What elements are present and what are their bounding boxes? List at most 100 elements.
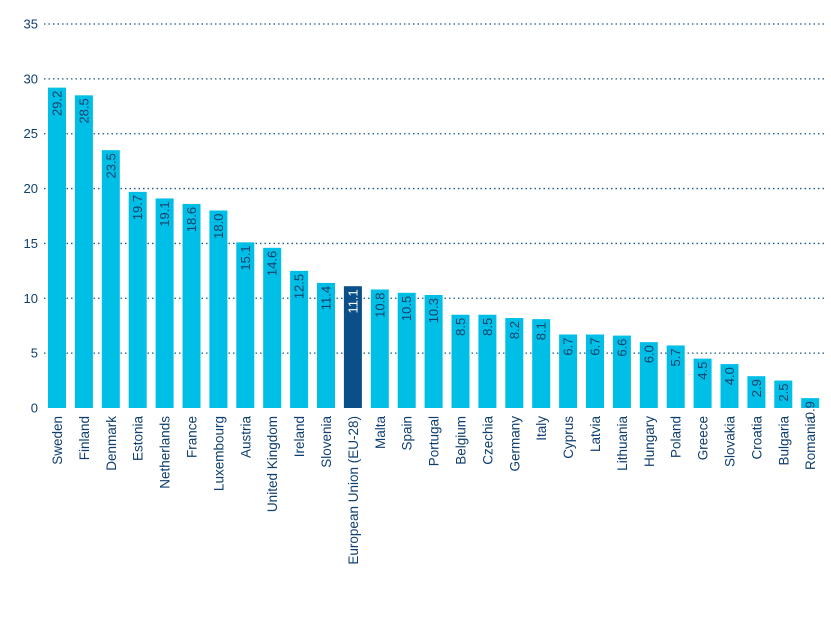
value-label: 6.7 bbox=[561, 337, 576, 355]
category-label: Malta bbox=[373, 416, 388, 450]
bar bbox=[343, 286, 362, 408]
value-label: 19.7 bbox=[130, 195, 145, 220]
value-label: 8.1 bbox=[534, 322, 549, 340]
bar bbox=[559, 334, 578, 408]
category-label: Czechia bbox=[480, 416, 495, 465]
bar bbox=[639, 342, 658, 408]
category-labels: Sweden Finland Denmark Estonia Netherlands Fr… bbox=[50, 416, 818, 565]
bar bbox=[693, 358, 712, 408]
value-label: 6.0 bbox=[641, 345, 656, 363]
bar bbox=[209, 210, 228, 408]
bar bbox=[397, 292, 416, 408]
bar bbox=[774, 380, 793, 408]
value-label: 4.5 bbox=[695, 362, 710, 380]
category-label: Sweden bbox=[50, 416, 65, 465]
bar bbox=[666, 345, 685, 408]
bar bbox=[290, 270, 309, 408]
bar bbox=[586, 334, 604, 408]
category-label: Croatia bbox=[749, 416, 764, 460]
category-label: United Kingdom bbox=[265, 416, 280, 512]
y-tick-label: 5 bbox=[31, 346, 38, 361]
category-label: Italy bbox=[534, 416, 549, 441]
y-tick-label: 30 bbox=[24, 71, 38, 86]
value-label: 12.5 bbox=[292, 274, 307, 299]
bar bbox=[101, 150, 120, 408]
y-axis-ticks: 0 5 10 15 20 25 30 35 bbox=[24, 17, 38, 416]
category-label: Bulgaria bbox=[776, 416, 791, 466]
bar bbox=[451, 314, 470, 408]
bar bbox=[74, 95, 93, 409]
value-label: 2.9 bbox=[749, 379, 764, 397]
category-label: Hungary bbox=[642, 416, 657, 467]
y-tick-label: 35 bbox=[24, 17, 38, 32]
category-label: Germany bbox=[507, 416, 522, 472]
bar bbox=[236, 242, 255, 408]
bar bbox=[182, 203, 201, 408]
value-label: 14.6 bbox=[265, 251, 280, 276]
bar bbox=[720, 364, 739, 408]
category-label: Denmark bbox=[104, 416, 119, 471]
value-label: 18.6 bbox=[184, 207, 199, 232]
bar bbox=[317, 282, 335, 408]
category-label: Slovenia bbox=[319, 416, 334, 468]
bar bbox=[155, 198, 174, 408]
bar bbox=[424, 294, 443, 408]
bars bbox=[48, 87, 820, 409]
category-label: Netherlands bbox=[158, 416, 173, 489]
bar bbox=[478, 314, 497, 408]
category-label: Estonia bbox=[131, 416, 146, 462]
value-label: 29.2 bbox=[50, 91, 65, 116]
category-label: European Union (EU-28) bbox=[346, 416, 361, 565]
category-label: Ireland bbox=[292, 416, 307, 457]
bar bbox=[505, 318, 524, 408]
y-tick-label: 25 bbox=[24, 126, 38, 141]
value-label: 23.5 bbox=[103, 153, 118, 178]
value-labels: 29.2 28.5 23.5 19.7 19.1 18.6 18.0 15.1 14.6 12.5… bbox=[50, 91, 818, 420]
value-label: 8.2 bbox=[507, 321, 522, 339]
value-label: 0.9 bbox=[803, 401, 818, 419]
bar bbox=[263, 247, 282, 408]
bar bbox=[747, 376, 766, 408]
category-label: France bbox=[185, 416, 200, 458]
bar bbox=[48, 87, 66, 409]
value-label: 10.5 bbox=[399, 296, 414, 321]
y-tick-label: 10 bbox=[24, 291, 38, 306]
value-label: 28.5 bbox=[76, 98, 91, 123]
y-tick-label: 15 bbox=[24, 236, 38, 251]
value-label: 19.1 bbox=[157, 201, 172, 226]
bar bbox=[612, 335, 631, 408]
value-label: 10.8 bbox=[372, 293, 387, 318]
bar bbox=[370, 289, 389, 408]
category-label: Luxembourg bbox=[211, 416, 226, 491]
value-label: 11.4 bbox=[319, 286, 334, 310]
category-label: Spain bbox=[400, 416, 415, 451]
category-label: Greece bbox=[696, 416, 711, 460]
value-label: 15.1 bbox=[238, 245, 253, 270]
category-label: Finland bbox=[77, 416, 92, 460]
category-label: Lithuania bbox=[615, 416, 630, 471]
category-label: Cyprus bbox=[561, 416, 576, 459]
value-label: 18.0 bbox=[211, 214, 226, 239]
category-label: Austria bbox=[238, 416, 253, 459]
value-label: 5.7 bbox=[668, 348, 683, 366]
value-label: 8.5 bbox=[453, 318, 468, 336]
category-label: Poland bbox=[669, 416, 684, 458]
bar bbox=[532, 319, 551, 408]
value-label: 6.6 bbox=[614, 339, 629, 357]
y-tick-label: 0 bbox=[31, 401, 38, 416]
bar bbox=[128, 191, 147, 408]
category-label: Belgium bbox=[454, 416, 469, 465]
bar bbox=[801, 398, 820, 408]
category-label: Romania bbox=[803, 416, 818, 471]
y-tick-label: 20 bbox=[24, 181, 38, 196]
value-label: 10.3 bbox=[426, 298, 441, 323]
category-label: Slovakia bbox=[723, 416, 738, 468]
category-label: Portugal bbox=[427, 416, 442, 466]
value-label: 4.0 bbox=[722, 367, 737, 385]
value-label: 6.7 bbox=[588, 337, 603, 355]
value-label: 8.5 bbox=[480, 318, 495, 336]
category-label: Latvia bbox=[588, 416, 603, 453]
value-label: 2.5 bbox=[776, 384, 791, 402]
